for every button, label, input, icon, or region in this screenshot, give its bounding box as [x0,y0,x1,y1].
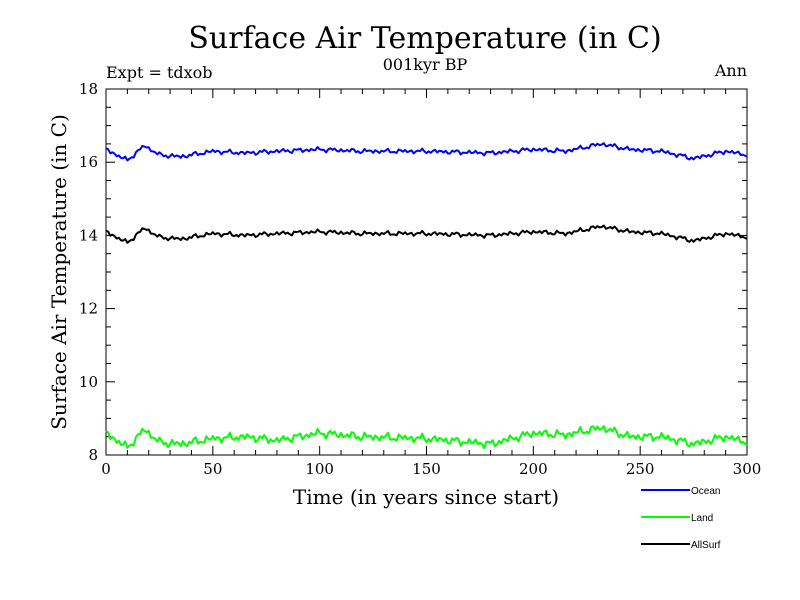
y-tick-label: 10 [79,373,98,391]
y-tick-label: 12 [79,300,98,318]
y-axis-label: Surface Air Temperature (in C) [47,114,71,430]
series-lines [105,142,748,450]
y-tick-label: 14 [79,226,98,244]
chart-title: Surface Air Temperature (in C) [188,21,661,56]
x-tick-label: 0 [101,460,111,478]
axis-ticks [105,88,748,456]
legend-label-allsurf: AllSurf [691,540,721,551]
axis-tick-labels: 0 50 100 150 200 250 300 8 10 12 14 16 18 [79,80,761,478]
plot-area [105,88,748,456]
series-line-ocean [105,142,748,162]
experiment-label: Expt = tdxob [106,63,213,82]
series-line-allsurf [105,224,748,244]
legend-label-land: Land [691,513,713,524]
y-tick-label: 16 [79,153,98,171]
x-tick-label: 100 [305,460,334,478]
y-tick-label: 18 [79,80,98,98]
x-tick-label: 250 [626,460,655,478]
x-tick-label: 150 [412,460,441,478]
x-tick-label: 200 [519,460,548,478]
season-label: Ann [714,61,747,80]
plot-frame [105,88,748,456]
x-tick-label: 50 [203,460,222,478]
x-tick-label: 300 [733,460,762,478]
y-tick-label: 8 [88,446,98,464]
legend-label-ocean: Ocean [691,486,720,497]
chart-subtitle: 001kyr BP [383,55,468,74]
legend: Ocean Land AllSurf [641,486,721,551]
x-axis-label: Time (in years since start) [293,485,559,509]
series-line-land [105,425,748,450]
